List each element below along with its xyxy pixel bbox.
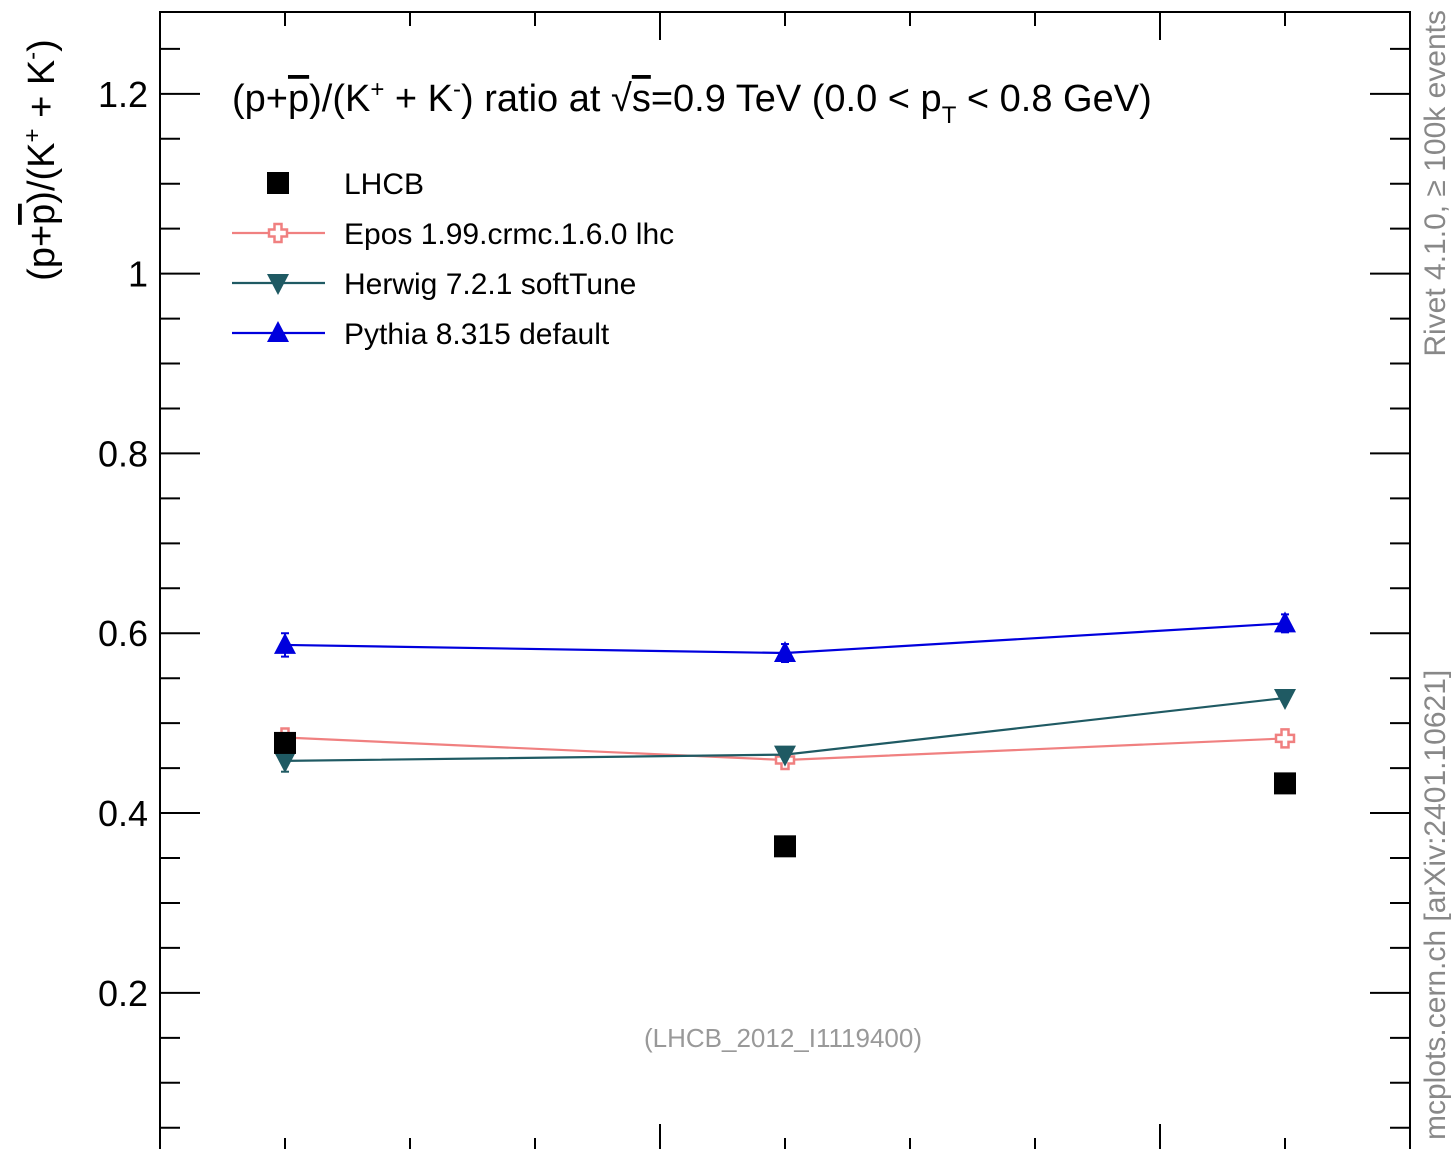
y-tick-label: 0.4 (98, 793, 148, 834)
x-axis-ticks (284, 12, 1286, 1149)
legend: LHCB Epos 1.99.crmc.1.6.0 lhc Herwig 7.2.1… (232, 168, 674, 351)
data-point (274, 731, 296, 754)
series-3 (274, 611, 1296, 664)
legend-marker (267, 222, 289, 244)
data-point (774, 641, 796, 663)
legend-label: LHCB (344, 168, 424, 201)
data-point (274, 751, 296, 773)
y-tick-label: 0.6 (98, 613, 148, 654)
y-tick-label: 1 (128, 254, 148, 295)
y-axis-title: (p+p)/(K+ + K-) (19, 39, 63, 281)
y-axis-ticks: 0.2 0.4 0.6 0.8 1 1.2 (98, 47, 1410, 1129)
data-point (1274, 728, 1296, 749)
series-2 (274, 688, 1296, 773)
data-point (1274, 611, 1296, 633)
legend-label: Herwig 7.2.1 softTune (344, 268, 636, 301)
series-layer (274, 611, 1296, 858)
chart-title: (p+p)/(K+ + K-) ratio at √s=0.9 TeV (0.0… (232, 76, 1152, 129)
series-0 (274, 731, 1296, 858)
legend-marker (267, 172, 289, 194)
data-point (1274, 688, 1296, 710)
y-tick-label: 0.8 (98, 433, 148, 474)
data-point (274, 632, 296, 654)
legend-marker (267, 274, 289, 295)
legend-label: Pythia 8.315 default (344, 318, 610, 351)
y-tick-label: 1.2 (98, 74, 148, 115)
rivet-version-label: Rivet 4.1.0, ≥ 100k events (1419, 10, 1452, 357)
svg-text:(p+p)/(K+ + K-): (p+p)/(K+ + K-) (19, 39, 63, 281)
data-point (774, 835, 796, 858)
legend-label: Epos 1.99.crmc.1.6.0 lhc (344, 218, 674, 251)
analysis-id-annotation: (LHCB_2012_I1119400) (644, 1023, 922, 1053)
y-tick-label: 0.2 (98, 973, 148, 1014)
legend-marker (267, 321, 289, 342)
data-point (774, 745, 796, 767)
mcplots-source-label: mcplots.cern.ch [arXiv:2401.10621] (1419, 670, 1452, 1140)
data-point (1274, 772, 1296, 795)
